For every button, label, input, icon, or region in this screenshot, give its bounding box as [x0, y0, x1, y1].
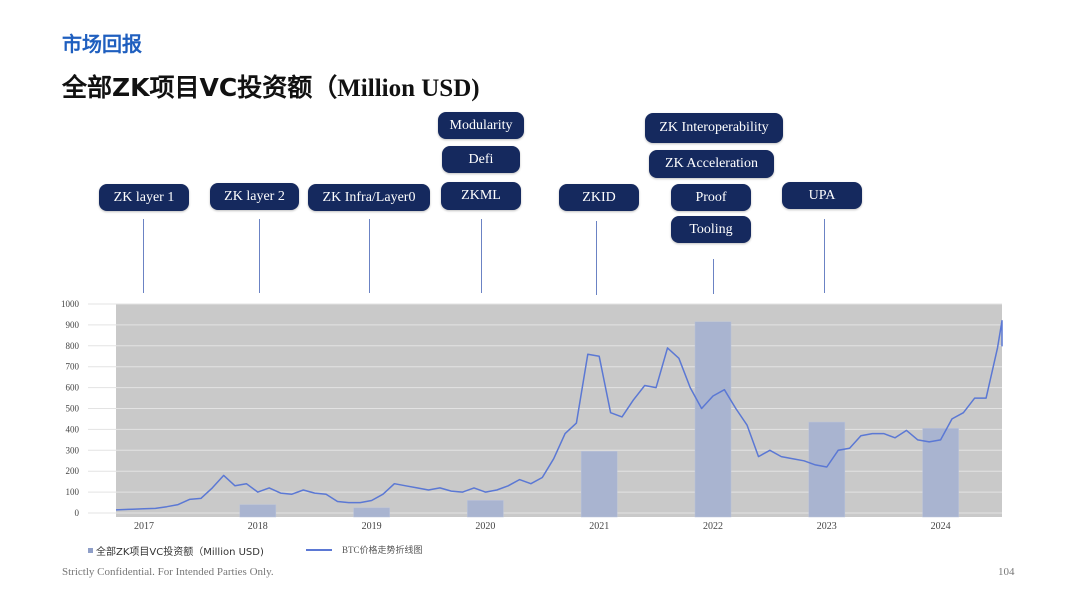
btc-price-line [115, 319, 1003, 511]
connector-line-2017 [143, 219, 144, 293]
plot-area [116, 304, 1002, 517]
tag-proof: Proof [671, 184, 751, 211]
legend-bar: 全部ZK项目VC投资额（Million USD) [88, 543, 264, 558]
y-tick-label: 900 [66, 320, 80, 330]
x-tick-label: 2023 [817, 521, 837, 532]
y-tick-label: 800 [66, 341, 80, 351]
tag-modularity: Modularity [438, 112, 524, 139]
legend-line-label: BTC价格走势折线图 [342, 545, 423, 555]
connector-line-2022 [713, 259, 714, 294]
y-tick-label: 300 [66, 445, 80, 455]
x-tick-label: 2022 [703, 521, 723, 532]
bar-2024 [922, 428, 959, 518]
section-title: 市场回报 [62, 32, 142, 56]
page-title: 全部ZK项目VC投资额（Million USD) [62, 68, 480, 104]
y-tick-label: 600 [66, 383, 80, 393]
bar-2018 [239, 504, 277, 518]
y-tick-label: 1000 [61, 299, 80, 309]
tag-zk-layer-2: ZK layer 2 [210, 183, 299, 210]
bar-2022 [694, 321, 732, 518]
connector-line-2021 [596, 221, 597, 295]
confidential-footer: Strictly Confidential. For Intended Part… [62, 566, 274, 578]
y-tick-label: 700 [66, 362, 80, 372]
bar-2019 [353, 507, 390, 518]
title-en: （Million USD) [312, 75, 480, 102]
x-tick-label: 2019 [362, 521, 382, 532]
page-number: 104 [998, 566, 1015, 578]
tag-zk-layer-1: ZK layer 1 [99, 184, 189, 211]
tag-zk-infra: ZK Infra/Layer0 [308, 184, 430, 211]
tag-zk-interop: ZK Interoperability [645, 113, 783, 143]
title-cn: 全部ZK项目VC投资额 [62, 73, 313, 102]
bar-2023 [808, 421, 846, 518]
legend-line-swatch [306, 548, 332, 551]
connector-line-2020 [481, 219, 482, 293]
y-tick-label: 0 [75, 508, 80, 518]
bar-2021 [580, 451, 618, 518]
tag-upa: UPA [782, 182, 862, 209]
legend-bar-label: 全部ZK项目VC投资额（Million USD) [96, 547, 264, 558]
connector-line-2023 [824, 219, 825, 293]
tag-zk-accel: ZK Acceleration [649, 150, 774, 178]
y-tick-label: 400 [66, 424, 80, 434]
connector-line-2018 [259, 219, 260, 293]
tag-zkml: ZKML [441, 182, 521, 210]
tag-zkid: ZKID [559, 184, 639, 211]
tag-defi: Defi [442, 146, 520, 173]
x-tick-label: 2020 [475, 521, 495, 532]
x-tick-label: 2024 [931, 521, 951, 532]
connector-line-2019 [369, 219, 370, 293]
y-tick-label: 200 [66, 466, 80, 476]
legend-line: BTC价格走势折线图 [306, 543, 423, 556]
y-tick-label: 500 [66, 404, 80, 414]
tag-tooling: Tooling [671, 216, 751, 243]
legend-bar-swatch [88, 548, 93, 553]
x-tick-label: 2018 [248, 521, 268, 532]
x-tick-label: 2021 [589, 521, 609, 532]
x-tick-label: 2017 [134, 521, 154, 532]
bar-2020 [467, 500, 504, 518]
y-tick-label: 100 [66, 487, 80, 497]
